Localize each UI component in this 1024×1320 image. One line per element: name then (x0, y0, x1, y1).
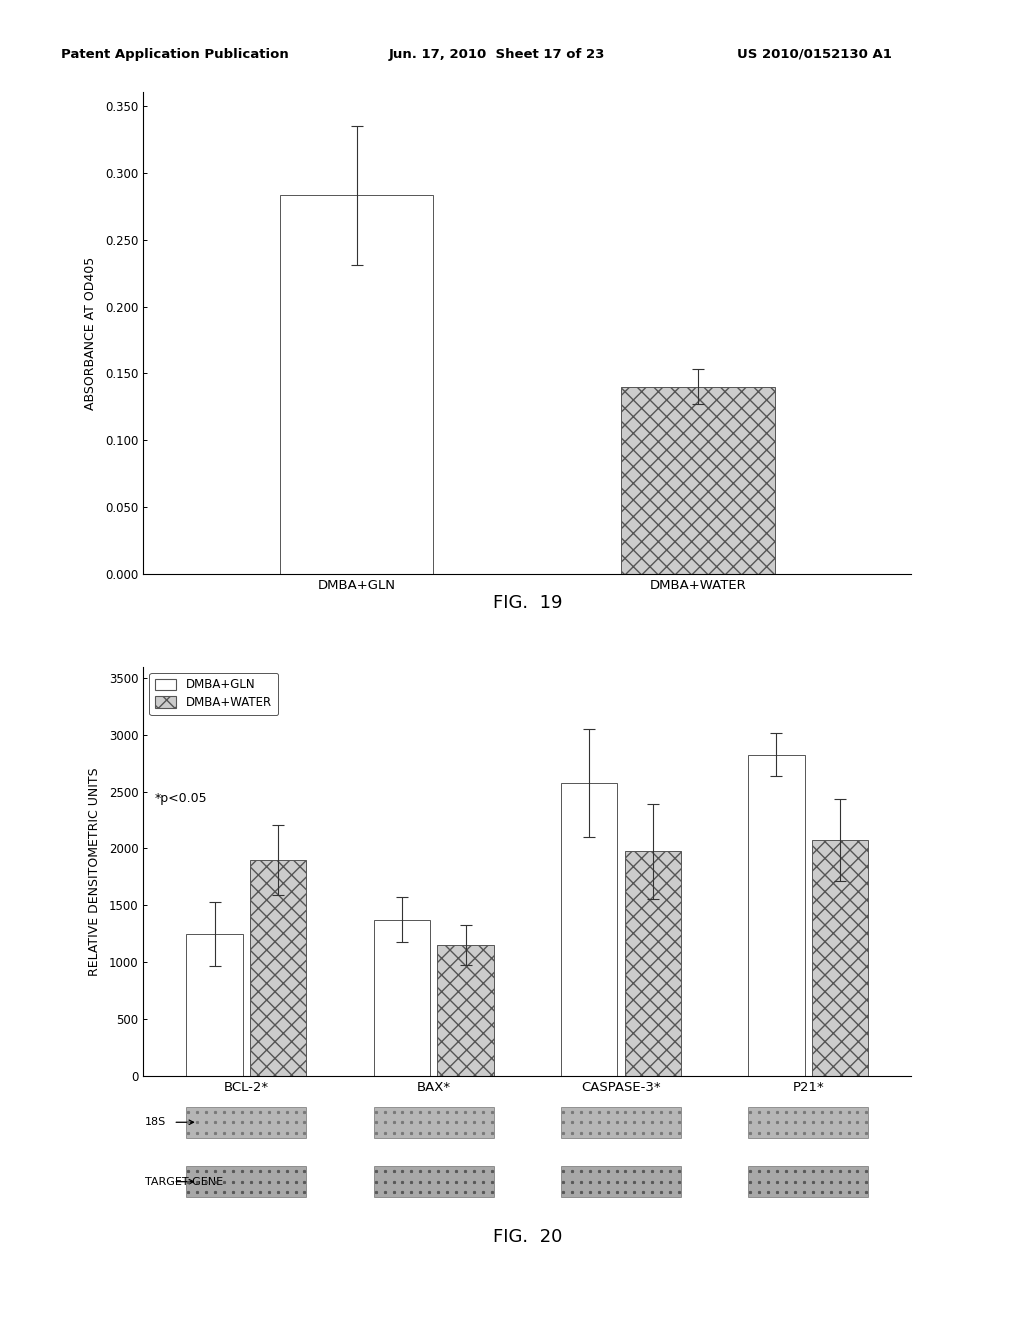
Text: TARGET GENE: TARGET GENE (145, 1176, 223, 1187)
Text: US 2010/0152130 A1: US 2010/0152130 A1 (737, 48, 892, 61)
Text: FIG.  20: FIG. 20 (493, 1228, 562, 1246)
Bar (186, 1167, 306, 1197)
Bar (250, 859, 306, 1076)
Bar (374, 920, 430, 1076)
Bar (374, 1106, 494, 1138)
Bar (561, 1167, 681, 1197)
Text: 18S: 18S (145, 1117, 167, 1127)
Y-axis label: ABSORBANCE AT OD405: ABSORBANCE AT OD405 (84, 256, 97, 411)
Y-axis label: RELATIVE DENSITOMETRIC UNITS: RELATIVE DENSITOMETRIC UNITS (87, 767, 100, 975)
Bar (280, 195, 433, 574)
Bar (374, 1167, 494, 1197)
Bar (437, 945, 494, 1076)
Bar (749, 755, 805, 1076)
Bar (749, 1167, 868, 1197)
Bar (561, 1106, 681, 1138)
Text: *p<0.05: *p<0.05 (155, 792, 208, 805)
Text: FIG.  19: FIG. 19 (493, 594, 562, 612)
Bar (186, 933, 243, 1076)
Bar (749, 1106, 868, 1138)
Bar (625, 851, 681, 1076)
Bar (561, 783, 617, 1076)
Bar (812, 840, 868, 1076)
Text: Jun. 17, 2010  Sheet 17 of 23: Jun. 17, 2010 Sheet 17 of 23 (389, 48, 605, 61)
Text: Patent Application Publication: Patent Application Publication (61, 48, 289, 61)
Legend: DMBA+GLN, DMBA+WATER: DMBA+GLN, DMBA+WATER (150, 672, 278, 715)
Bar (186, 1106, 306, 1138)
Bar (622, 387, 775, 574)
